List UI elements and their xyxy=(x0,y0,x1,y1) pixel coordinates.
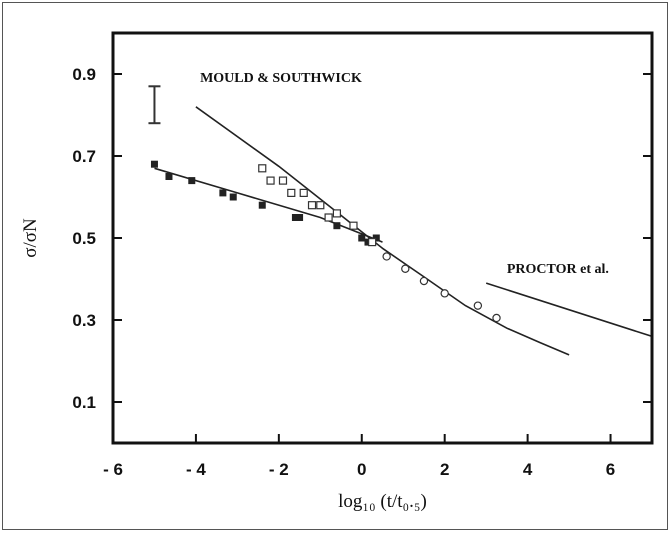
data-point-open-square xyxy=(307,201,317,210)
data-point-open-circle xyxy=(419,276,429,286)
data-point-open-square xyxy=(368,238,377,247)
data-point-open-square xyxy=(287,188,296,197)
error-bar xyxy=(148,85,161,125)
x-axis: - 6 - 4 - 2 0 2 4 6 xyxy=(103,434,615,479)
x-tick-label: 6 xyxy=(606,460,615,479)
data-point-filled-square xyxy=(372,234,380,242)
data-point-open-circle xyxy=(401,264,410,273)
data-point-open-square xyxy=(324,213,333,222)
data-point-filled-square xyxy=(258,201,266,209)
data-point-open-square xyxy=(258,164,267,173)
annotation-label: PROCTOR et al. xyxy=(507,262,609,277)
data-point-filled-square xyxy=(229,193,237,201)
data-point-filled-square xyxy=(150,160,158,168)
x-tick-label: - 2 xyxy=(269,460,289,479)
data-point-open-square xyxy=(299,188,308,197)
data-point-filled-square xyxy=(188,177,196,185)
x-tick-label: 2 xyxy=(440,460,449,479)
data-point-open-circle xyxy=(440,289,449,298)
data-point-filled-square xyxy=(364,238,372,246)
data-point-open-square xyxy=(266,176,275,185)
data-point-filled-square xyxy=(165,173,173,180)
data-point-filled-square xyxy=(291,214,299,221)
plot-content: MOULD & SOUTHWICK PROCTOR et al. xyxy=(148,71,652,356)
y-axis: 0.9 0.7 0.5 0.3 0.1 xyxy=(72,65,652,412)
y-tick-label: 0.3 xyxy=(72,311,96,330)
data-point-open-square xyxy=(316,201,325,210)
data-point-open-square xyxy=(278,176,288,185)
fit-line-2 xyxy=(154,167,383,243)
x-tick-label: - 6 xyxy=(103,460,123,479)
x-tick-label: - 4 xyxy=(186,460,206,479)
x-tick-label: 0 xyxy=(357,460,366,479)
annotation-label: MOULD & SOUTHWICK xyxy=(200,71,362,86)
data-point-filled-square xyxy=(296,214,304,221)
y-tick-label: 0.7 xyxy=(72,147,96,166)
data-point-filled-square xyxy=(219,189,227,197)
data-point-open-circle xyxy=(492,313,501,323)
x-tick-label: 4 xyxy=(523,460,533,479)
y-tick-label: 0.1 xyxy=(72,393,96,412)
data-point-open-square xyxy=(332,209,341,218)
y-axis-label: σ/σN xyxy=(20,218,41,258)
y-tick-label: 0.5 xyxy=(72,229,96,248)
data-point-open-square xyxy=(349,221,358,230)
data-point-open-circle xyxy=(473,301,483,310)
data-point-filled-square xyxy=(333,222,341,230)
data-point-open-circle xyxy=(382,252,391,261)
plot-area-border xyxy=(111,31,654,445)
y-tick-label: 0.9 xyxy=(72,65,96,84)
data-point-filled-square xyxy=(358,234,366,242)
fit-line-3 xyxy=(485,282,652,338)
x-axis-label: log₁₀ (t/t₀.₅) xyxy=(338,491,427,512)
fit-line-1 xyxy=(195,106,570,356)
